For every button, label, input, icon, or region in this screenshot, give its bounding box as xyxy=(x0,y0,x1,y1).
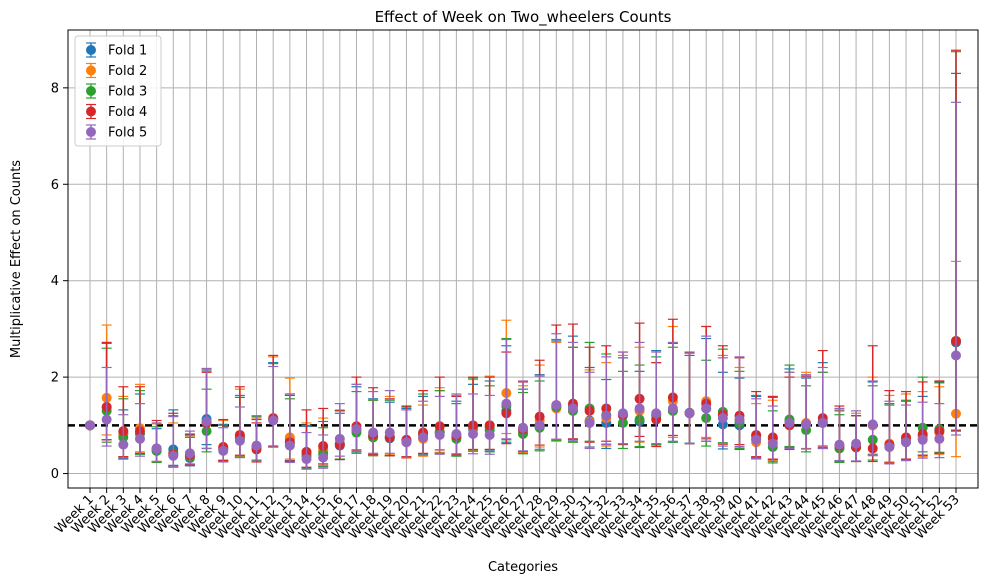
y-tick-label: 4 xyxy=(51,274,59,289)
data-point xyxy=(334,433,345,444)
data-point xyxy=(201,416,212,427)
legend-label: Fold 3 xyxy=(108,85,147,100)
data-point xyxy=(701,403,712,414)
legend: Fold 1 Fold 2 Fold 3 Fold 4 Fold 5 xyxy=(74,35,162,147)
legend-label: Fold 2 xyxy=(108,64,147,79)
data-point xyxy=(101,414,112,425)
data-point xyxy=(901,437,912,448)
data-point xyxy=(218,445,229,456)
data-point xyxy=(784,417,795,428)
x-axis-title: Categories xyxy=(488,560,558,575)
legend-marker xyxy=(86,106,96,117)
data-point xyxy=(451,429,462,440)
data-point xyxy=(551,400,562,411)
data-point xyxy=(384,427,395,438)
series-5 xyxy=(85,101,961,470)
data-point xyxy=(268,415,279,426)
data-point xyxy=(617,408,628,419)
data-point xyxy=(501,398,512,409)
y-tick-label: 6 xyxy=(51,178,59,193)
data-point xyxy=(584,417,595,428)
data-point xyxy=(917,434,928,445)
data-point xyxy=(351,424,362,435)
data-point xyxy=(884,442,895,453)
data-point xyxy=(834,439,845,450)
chart-title: Effect of Week on Two_wheelers Counts xyxy=(375,8,672,27)
data-point xyxy=(484,429,495,440)
data-point xyxy=(85,420,95,431)
data-point xyxy=(251,440,262,451)
data-point xyxy=(567,403,578,414)
data-point xyxy=(118,439,129,450)
data-point xyxy=(234,435,245,446)
y-axis-title: Multiplicative Effect on Counts xyxy=(9,160,24,358)
y-axis-ticks: 0 2 4 6 8 xyxy=(51,81,68,482)
data-point xyxy=(851,438,862,449)
legend-marker xyxy=(86,127,96,137)
data-point xyxy=(368,427,379,438)
data-point xyxy=(468,429,479,440)
data-point xyxy=(867,419,878,430)
y-tick-label: 0 xyxy=(51,467,59,482)
data-point xyxy=(534,420,545,431)
data-point xyxy=(318,452,329,463)
y-tick-label: 8 xyxy=(51,81,59,96)
data-point xyxy=(418,432,429,443)
legend-label: Fold 5 xyxy=(108,126,147,141)
data-point xyxy=(767,438,778,449)
data-point xyxy=(667,403,678,414)
data-point xyxy=(951,350,961,361)
legend-label: Fold 1 xyxy=(108,44,147,59)
data-point xyxy=(301,454,312,465)
y-tick-label: 2 xyxy=(51,371,59,386)
data-point xyxy=(401,437,412,448)
data-point xyxy=(934,433,945,444)
data-point xyxy=(651,408,662,419)
data-point xyxy=(284,440,295,451)
data-layer xyxy=(85,49,961,470)
legend-label: Fold 4 xyxy=(108,105,147,120)
data-point xyxy=(151,443,162,454)
data-point xyxy=(634,403,645,414)
data-point xyxy=(134,433,145,444)
data-point xyxy=(601,410,612,421)
data-point xyxy=(717,413,728,424)
data-point xyxy=(168,450,179,461)
data-point xyxy=(734,414,745,425)
data-point xyxy=(434,429,445,440)
data-point xyxy=(801,419,812,430)
data-point xyxy=(184,448,195,459)
data-point xyxy=(684,408,695,419)
data-point xyxy=(751,434,762,445)
legend-box xyxy=(74,35,162,147)
legend-marker xyxy=(86,65,96,76)
legend-marker xyxy=(86,86,96,96)
data-point xyxy=(518,422,528,433)
data-point xyxy=(817,417,828,428)
legend-marker xyxy=(86,45,96,55)
